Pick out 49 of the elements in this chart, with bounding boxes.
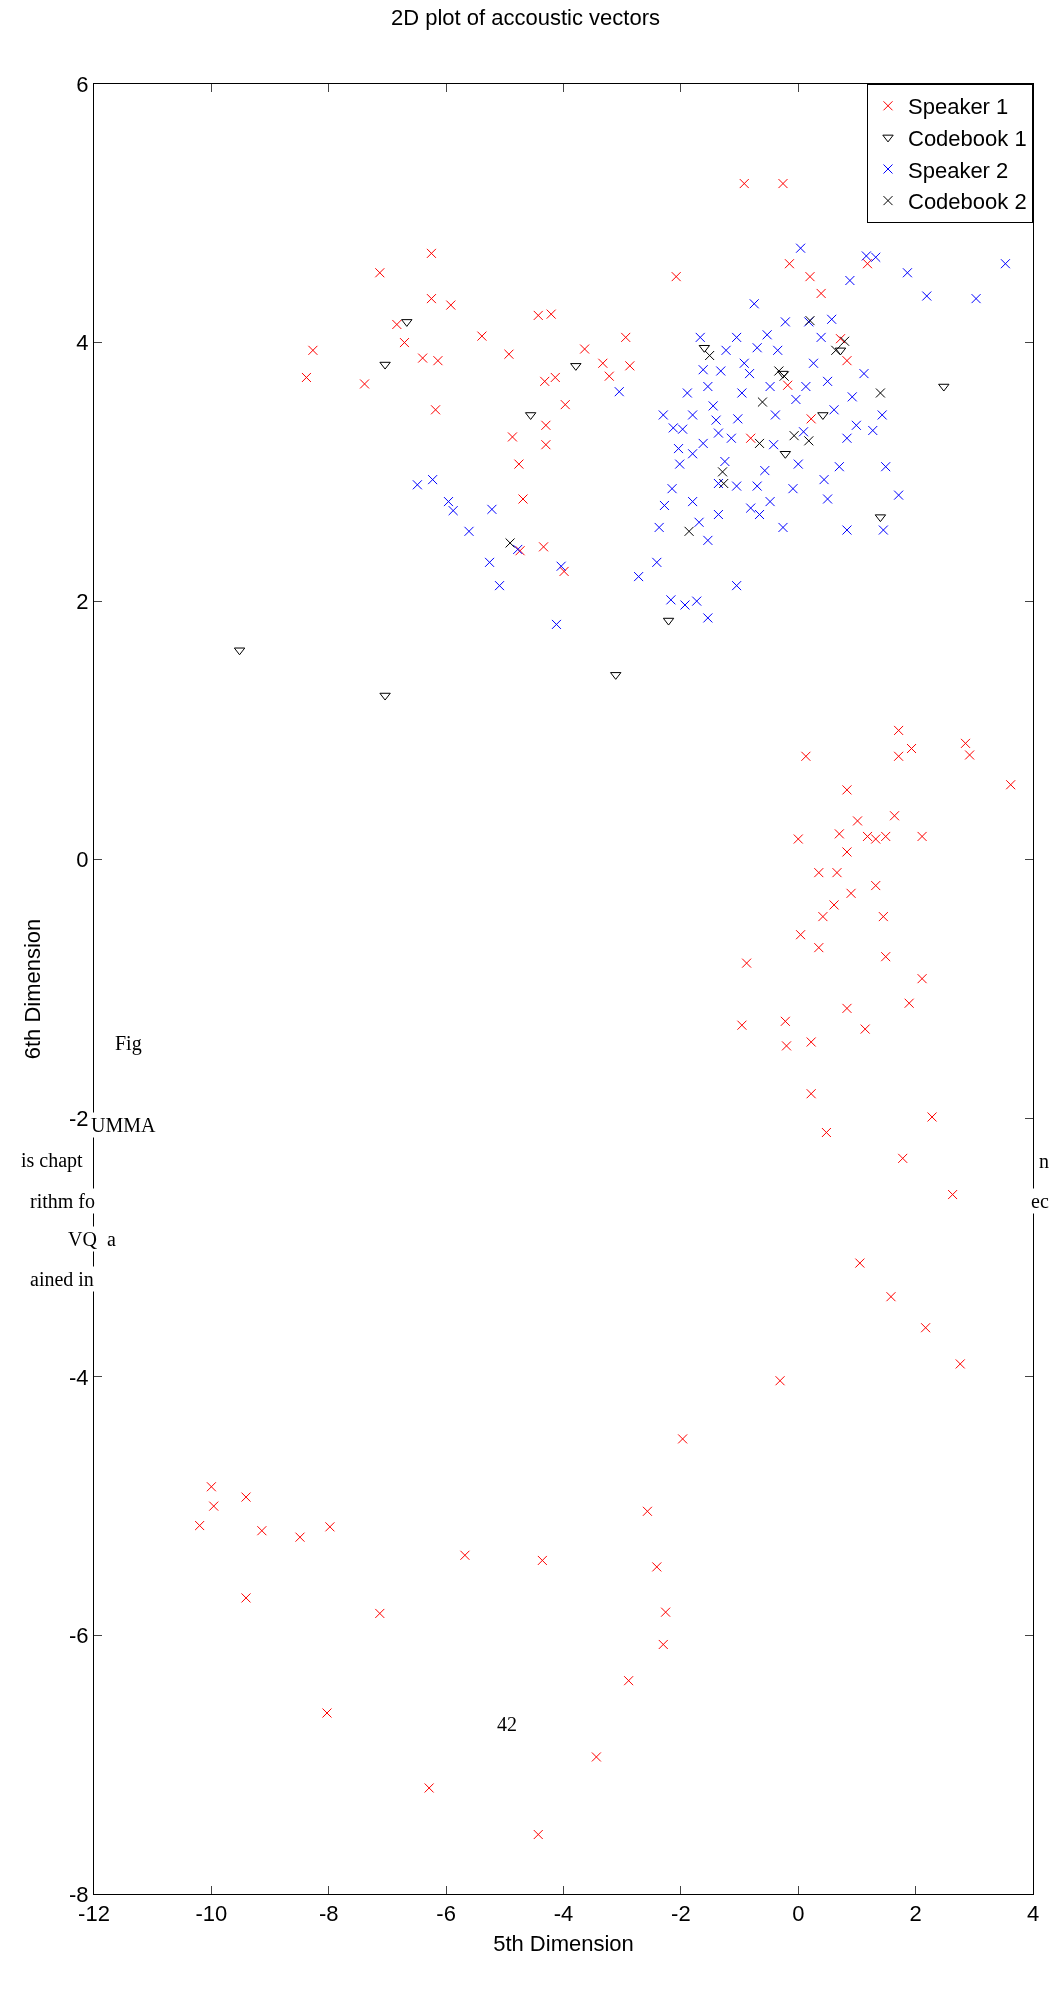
y-tick-label: 2 (76, 588, 89, 614)
x-tick-label: -6 (436, 1901, 456, 1927)
chart-title: 2D plot of accoustic vectors (390, 5, 661, 31)
point (379, 692, 391, 701)
annotation: VQ a (68, 1228, 116, 1250)
point (379, 361, 391, 370)
annotation: Fig (115, 1032, 142, 1055)
point (779, 371, 790, 382)
text: is chapt (21, 1149, 84, 1172)
point (684, 526, 695, 537)
annotation: ained in (30, 1268, 94, 1290)
y-axis-title: 6th Dimension (20, 918, 45, 1060)
legend-label: Codebook 2 (908, 189, 1027, 215)
annotation: 42 (497, 1713, 517, 1735)
point (718, 478, 729, 489)
legend-label: Speaker 1 (908, 94, 1009, 120)
annotation: rithm fo (30, 1190, 95, 1212)
y-tick-label: 6 (76, 71, 89, 97)
point (754, 438, 765, 449)
point (704, 350, 715, 361)
y-tick-label: -4 (69, 1364, 89, 1390)
y-tick-label: 4 (76, 330, 89, 356)
x-tick-label: -4 (553, 1901, 574, 1927)
point (777, 370, 789, 379)
point (938, 383, 950, 392)
x-axis-title: 5th Dimension (493, 1931, 634, 1957)
x-tick-label: -10 (195, 1901, 228, 1927)
point (875, 387, 886, 398)
annotation: UMMA (91, 1114, 157, 1136)
y-tick-label: -2 (69, 1105, 89, 1131)
legend-label: Codebook 1 (908, 125, 1027, 151)
legend-label: Speaker 2 (908, 157, 1009, 183)
point (839, 336, 850, 347)
point (505, 537, 516, 548)
text: n (1039, 1150, 1049, 1172)
annotation: ec (1031, 1190, 1049, 1212)
point (830, 345, 841, 356)
point (803, 435, 814, 446)
x-tick-label: -8 (318, 1901, 339, 1927)
y-tick-label: 0 (76, 847, 89, 873)
point (773, 366, 784, 377)
point (757, 397, 768, 408)
x-tick-label: -2 (671, 1901, 691, 1927)
y-tick-label: -6 (69, 1623, 89, 1649)
point (717, 466, 728, 477)
point (789, 430, 800, 441)
x-tick-label: 2 (909, 1901, 922, 1927)
x-tick-label: 4 (1026, 1901, 1040, 1927)
x-tick-label: 0 (792, 1901, 805, 1927)
